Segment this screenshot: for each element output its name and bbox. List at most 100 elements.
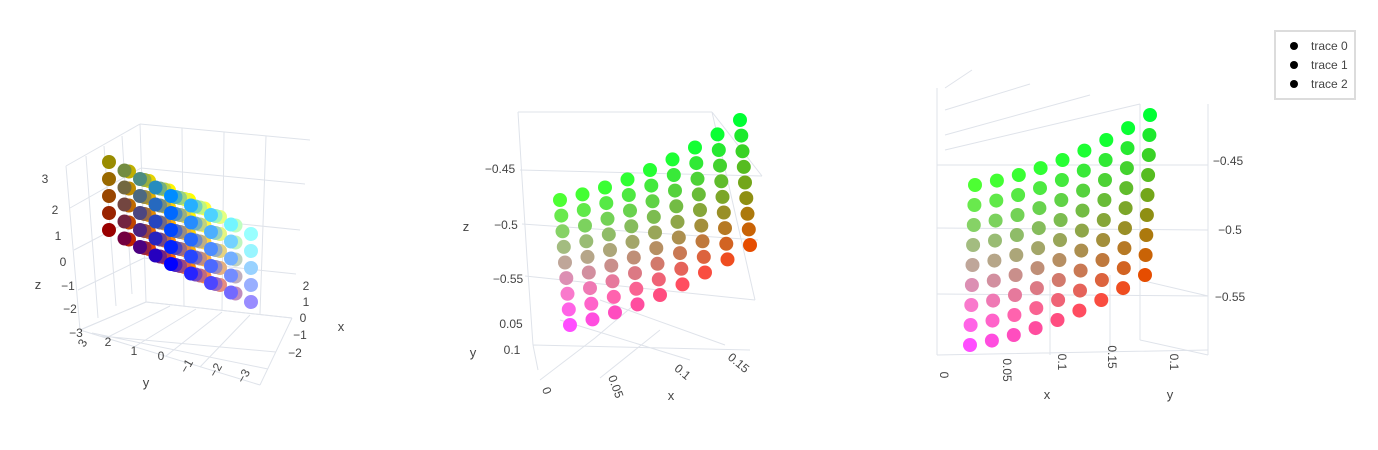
scatter-point [1055,153,1070,167]
scatter-point [1029,281,1044,296]
legend-marker-icon [1290,41,1298,50]
scatter-point [1140,188,1155,202]
scatter-point [102,189,116,203]
scatter-point [1052,253,1067,267]
scatter-point [734,128,749,143]
scatter-point [598,180,612,195]
scatter-point [666,168,681,182]
scatter-point [1028,321,1043,336]
scatter-point [1032,201,1047,216]
scatter-point [102,172,116,186]
scatter-point [584,296,599,311]
scatter-point [628,266,642,281]
s3-y-axis-label: y [1167,387,1174,402]
scatter-point [184,198,198,213]
scatter-point [720,252,735,267]
scatter-point [148,231,163,246]
scatter-point [608,305,622,320]
scatter-point [621,188,636,202]
scene-2[interactable]: −0.45 −0.5 −0.55 z 0.05 0.1 y 0 0.05 0.1… [463,111,763,403]
scatter-point [559,271,574,286]
s2-x-tick: 0.05 [605,373,626,400]
scatter-point [606,289,621,304]
scatter-point [1116,261,1131,276]
scatter-point [184,266,198,281]
scene-3[interactable]: −0.45 −0.5 −0.55 0 0.05 0.1 0.15 x 0.1 y [936,69,1246,402]
s3-z-tick: −0.55 [1215,290,1246,304]
s3-x-tick: 0.1 [1055,354,1069,371]
scatter-point [718,221,732,236]
scatter-point [698,265,712,280]
s2-x-axis-label: x [668,388,675,403]
scatter-point [630,297,645,312]
scatter-point [629,281,644,296]
s1-x-tick: −2 [288,346,302,360]
scatter-point [741,222,756,237]
scatter-point [1138,248,1153,262]
scatter-point [579,234,594,249]
scatter-point [554,208,569,223]
scatter-point [988,213,1003,228]
scatter-point [986,293,1001,308]
s1-y-tick: 2 [105,335,112,349]
scatter-point [624,219,639,234]
scatter-point [1033,161,1048,176]
s1-z-tick: −3 [69,326,83,340]
scatter-point [1073,283,1087,298]
s2-z-tick: −0.55 [493,272,524,286]
scatter-point [653,288,667,302]
scatter-point [1009,228,1024,242]
scatter-point [1076,163,1091,178]
scatter-point [966,218,981,232]
scatter-point [558,255,572,270]
scatter-point [117,214,132,229]
scatter-point [244,261,258,275]
scatter-point [671,230,686,245]
scatter-point [204,208,218,222]
scatter-point [1011,168,1026,182]
scatter-point [1008,268,1023,282]
scatter-point [650,256,665,271]
scatter-point [986,273,1001,288]
scatter-point [710,127,725,142]
scatter-point [690,171,705,186]
scatter-point [1099,133,1114,147]
scatter-point [689,156,704,171]
scatter-point [1077,143,1092,158]
scatter-point [600,211,615,226]
legend-item-trace-0[interactable]: trace 0 [1290,36,1354,55]
scatter-point [984,333,999,348]
scatter-point [561,302,576,317]
legend-item-trace-2[interactable]: trace 2 [1290,74,1354,93]
scatter-point [244,244,258,258]
s3-x-tick: 0.05 [1000,358,1014,382]
scatter-point [963,318,978,332]
scatter-point [696,249,711,264]
scatter-point [675,277,690,292]
scatter-point [1033,181,1047,196]
scatter-point [1120,141,1135,156]
scatter-point [1051,293,1066,307]
scatter-point [1053,233,1067,247]
scatter-point [643,163,657,177]
s3-y-tick: 0.1 [1167,354,1181,371]
s1-y-axis-label: y [143,375,150,390]
s3-z-tick: −0.5 [1218,223,1242,237]
scatter-point [1031,221,1046,236]
scatter-point [204,276,218,290]
scatter-point [204,259,218,273]
legend-item-trace-1[interactable]: trace 1 [1290,55,1354,74]
scatter-point [117,197,132,212]
scatter-point [967,198,982,212]
scatter-point [605,274,620,289]
scatter-point [963,338,977,352]
scatter-point [556,239,571,254]
scatter-point [623,203,637,218]
scatter-point [133,240,147,254]
scatter-point [164,240,178,254]
scatter-point [603,243,617,257]
s1-z-axis-label: z [35,277,42,292]
scene-1[interactable]: 3 2 1 0 −1 −2 −3 z 3 2 1 0 −1 −2 −3 y 2 … [35,123,345,390]
scatter-point [674,261,689,276]
